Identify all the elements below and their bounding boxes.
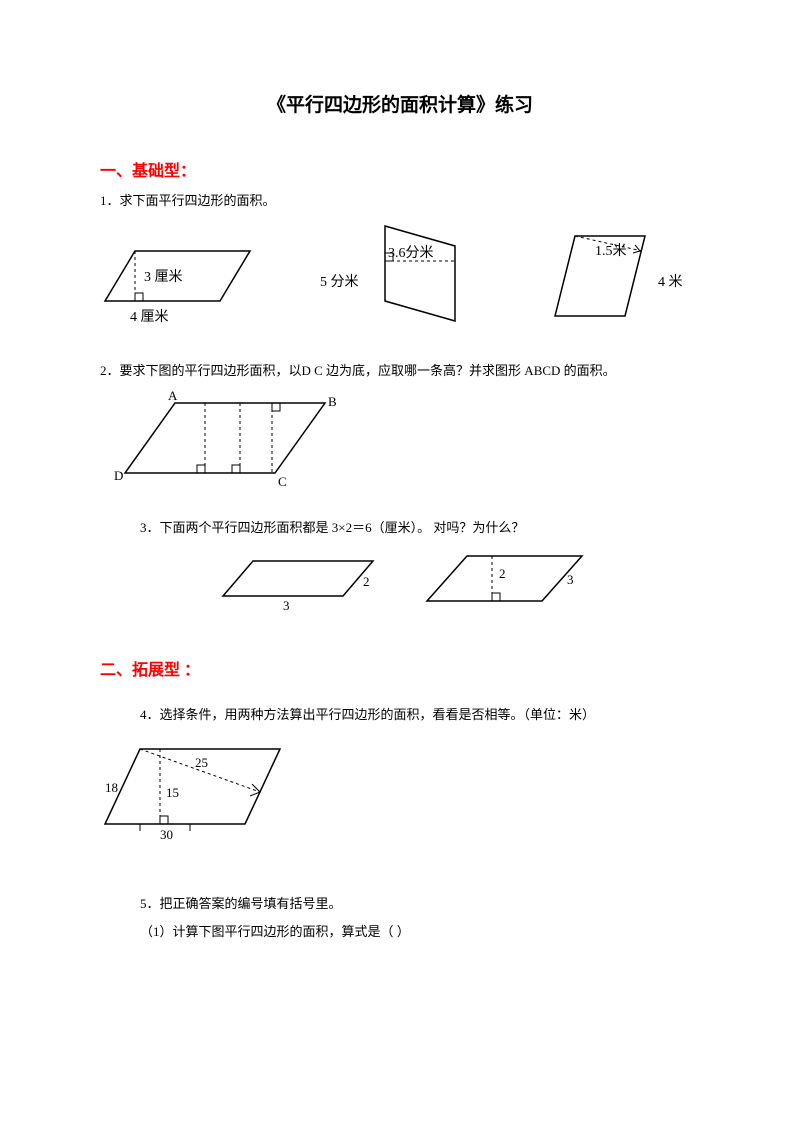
q3-figure-wrap: 2 3 2 3 (100, 546, 700, 616)
q1-figures: 3 厘米 4 厘米 3.6分米 5 分米 1.5米 4 米 (100, 221, 700, 331)
q1-fig2-w: 3.6分米 (388, 245, 434, 261)
q4-30: 30 (160, 827, 173, 842)
q1-fig2-svg: 3.6分米 5 分米 (310, 221, 470, 331)
q1-text: 1．求下面平行四边形的面积。 (100, 191, 700, 211)
q1-fig2: 3.6分米 5 分米 (310, 221, 470, 331)
q2-svg: A B C D (100, 388, 360, 498)
q2-figure-wrap: A B C D (100, 388, 700, 498)
q2-text: 2．要求下图的平行四边形面积，以D C 边为底，应取哪一条高？并求图形 ABCD… (100, 361, 700, 381)
q2-D: D (114, 468, 123, 483)
q4-svg: 18 25 15 30 (100, 734, 330, 854)
q4-figure-wrap: 18 25 15 30 (100, 734, 700, 854)
q5-text: 5．把正确答案的编号填有括号里。 (100, 894, 700, 914)
q2-C: C (278, 474, 287, 489)
q5-sub1: （1）计算下图平行四边形的面积，算式是（ ） (100, 922, 700, 942)
q1-fig3-side: 4 米 (658, 274, 683, 290)
q3-f1-side: 2 (363, 574, 370, 589)
q1-fig2-side: 5 分米 (320, 274, 359, 290)
q1-fig3-svg: 1.5米 4 米 (540, 221, 710, 331)
q2-B: B (328, 394, 337, 409)
q3-fig2: 2 3 (412, 546, 592, 616)
q3-f2-h: 2 (499, 566, 506, 581)
q1-fig1-b: 4 厘米 (130, 309, 169, 325)
q4-25: 25 (195, 755, 208, 770)
q1-fig1: 3 厘米 4 厘米 (100, 241, 260, 331)
q1-fig3-top: 1.5米 (595, 243, 627, 259)
q3-f1-base: 3 (283, 598, 290, 613)
section1-header: 一、基础型： (100, 157, 700, 181)
q4-15: 15 (166, 785, 179, 800)
section2-header: 二、拓展型 ： (100, 656, 700, 680)
q1-fig3: 1.5米 4 米 (540, 221, 710, 331)
q3-fig1: 2 3 (208, 546, 388, 616)
q3-text: 3．下面两个平行四边形面积都是 3×2＝6（厘米）。 对吗？为什么？ (100, 518, 700, 538)
worksheet-page: 《平行四边形的面积计算》练习 一、基础型： 1．求下面平行四边形的面积。 3 厘… (0, 0, 800, 1132)
q1-fig1-svg: 3 厘米 4 厘米 (100, 241, 260, 331)
q4-18: 18 (105, 780, 118, 795)
q1-fig1-h: 3 厘米 (144, 269, 183, 285)
q3-f2-side: 3 (567, 572, 574, 587)
q2-A: A (168, 388, 178, 403)
q4-text: 4．选择条件，用两种方法算出平行四边形的面积，看看是否相等。（单位：米） (100, 705, 700, 725)
page-title: 《平行四边形的面积计算》练习 (100, 90, 700, 117)
